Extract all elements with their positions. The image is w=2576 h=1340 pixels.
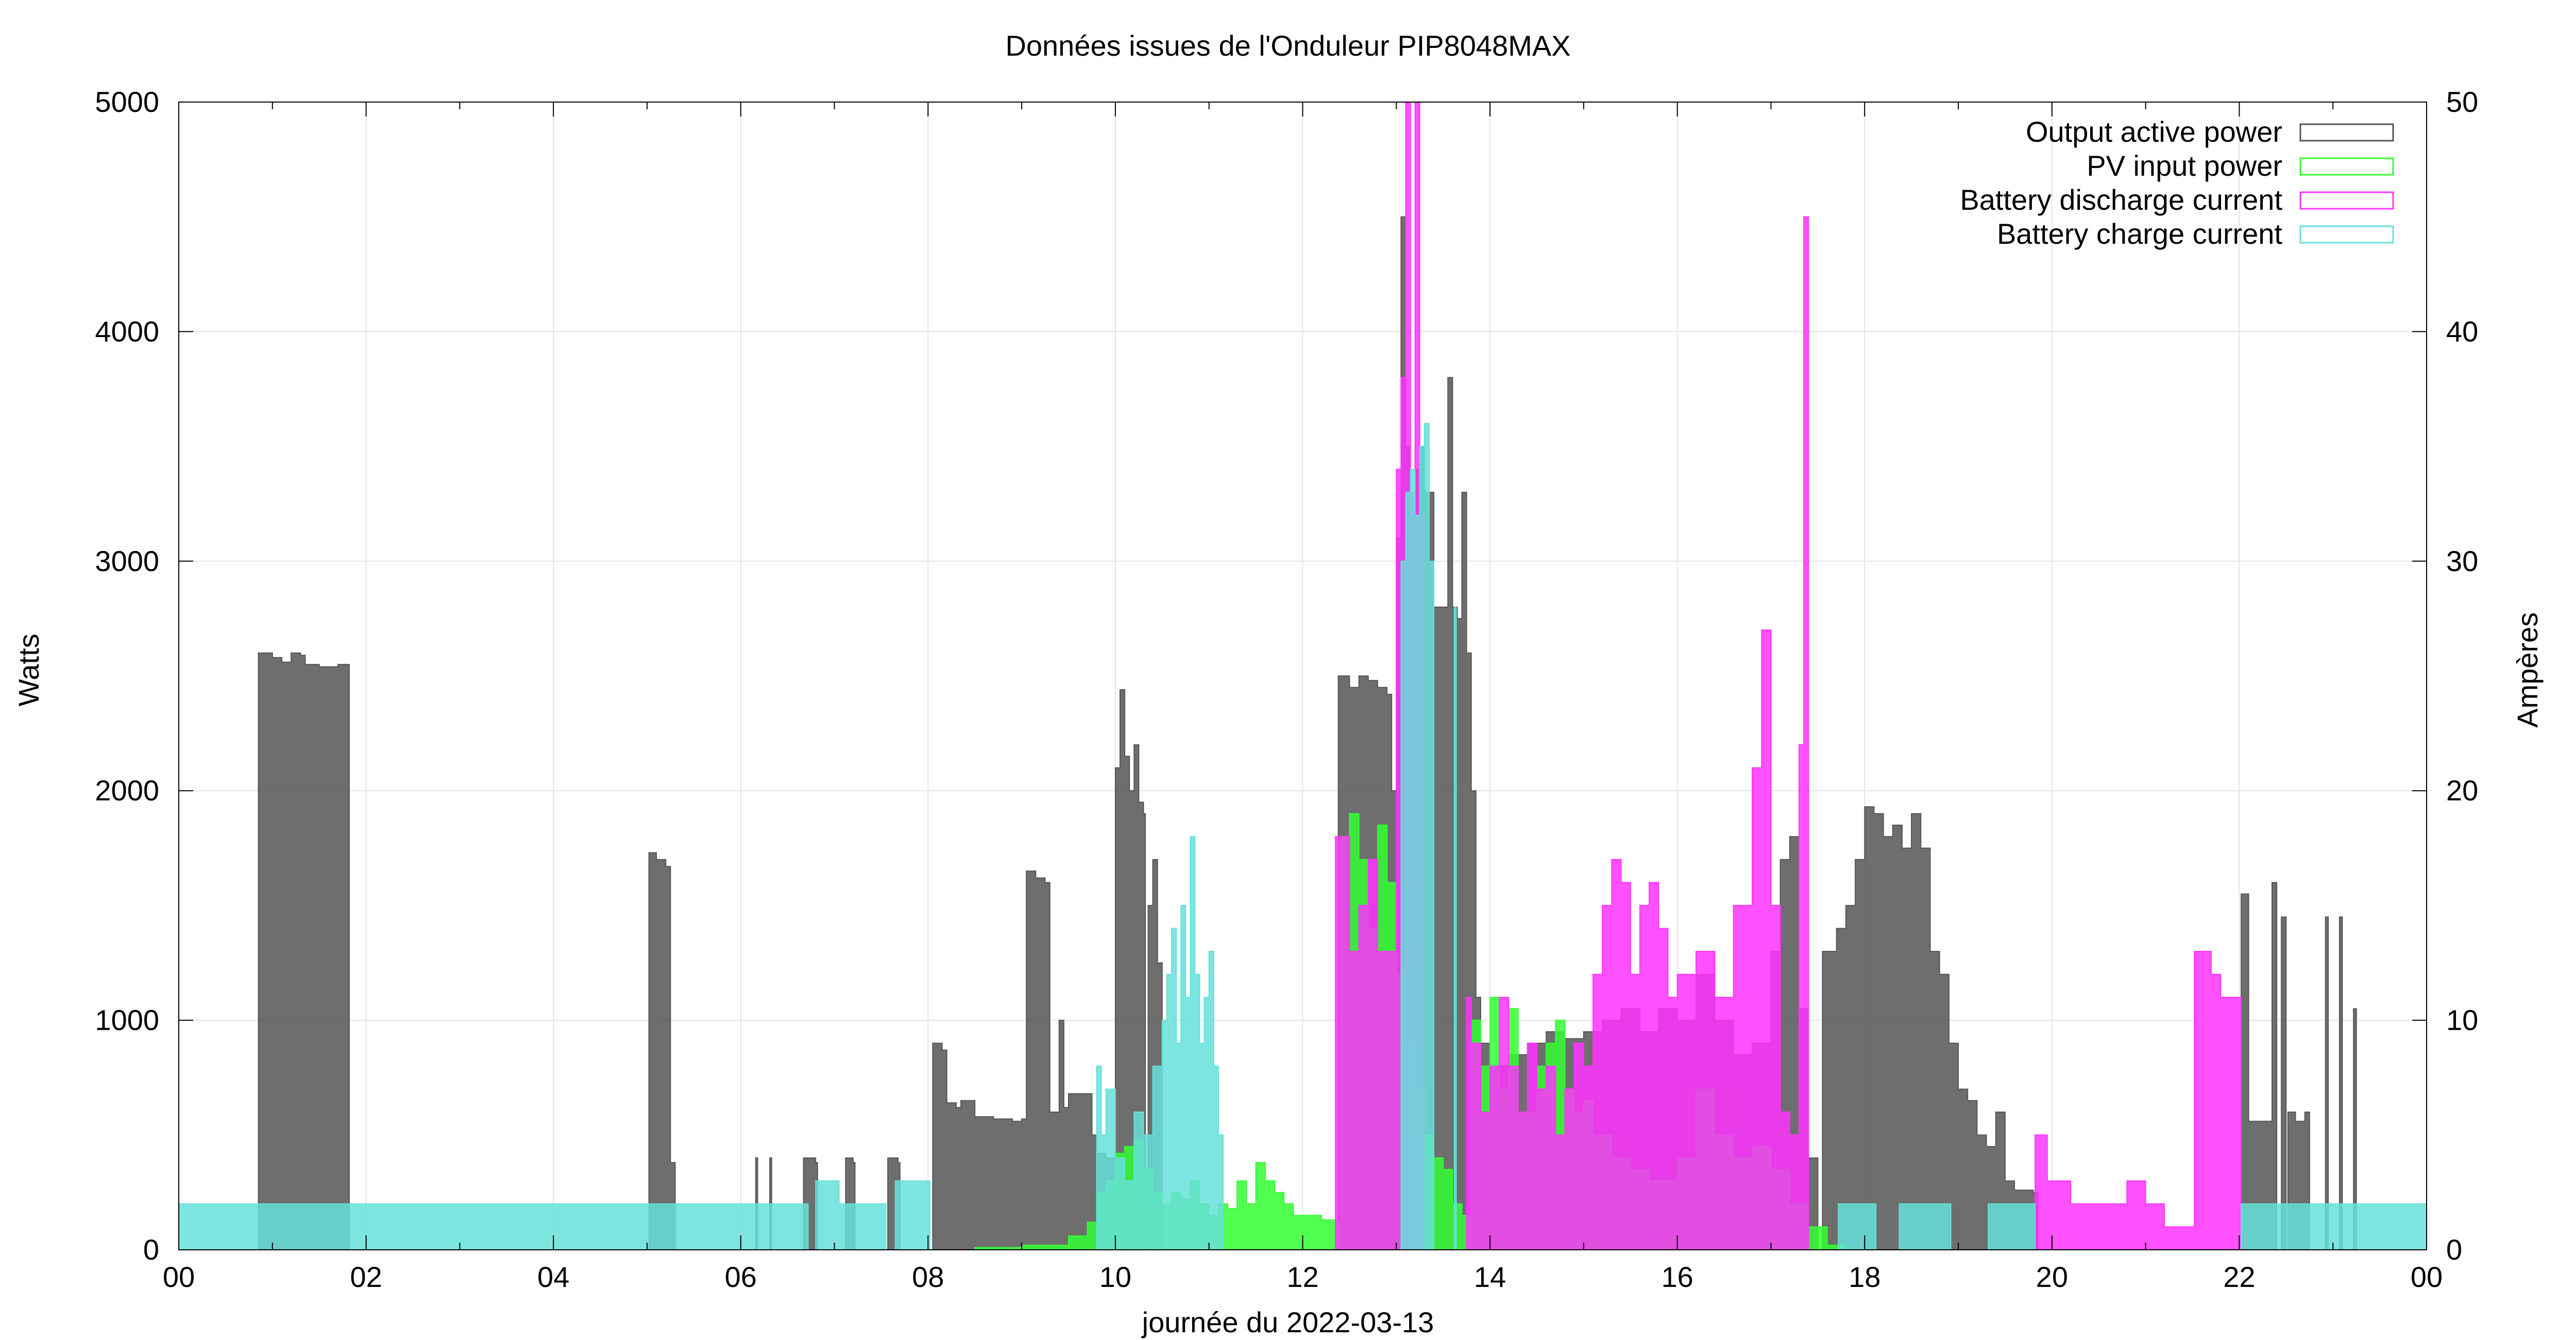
y-tick-label: 4000 — [95, 315, 159, 347]
y2-tick-label: 0 — [2446, 1233, 2462, 1266]
x-tick-label: 02 — [350, 1261, 382, 1293]
y-axis-right: 0 10 20 30 40 50 — [2412, 86, 2478, 1266]
y2-tick-label: 10 — [2446, 1004, 2478, 1036]
x-tick-label: 20 — [2036, 1261, 2068, 1293]
x-tick-label: 12 — [1286, 1261, 1318, 1293]
x-tick-label: 04 — [537, 1261, 569, 1293]
y2-tick-label: 30 — [2446, 545, 2478, 577]
y2-tick-label: 50 — [2446, 86, 2478, 118]
x-tick-label: 22 — [2223, 1261, 2255, 1293]
y2-tick-label: 40 — [2446, 315, 2478, 347]
y2-tick-label: 20 — [2446, 774, 2478, 807]
legend-label: Battery discharge current — [1960, 183, 2282, 216]
y2-axis-label: Ampères — [2511, 612, 2544, 728]
legend-swatch — [2299, 191, 2394, 210]
legend-swatch — [2299, 225, 2394, 244]
x-tick-label: 00 — [163, 1261, 195, 1293]
x-tick-label: 10 — [1099, 1261, 1131, 1293]
x-tick-label: 16 — [1662, 1261, 1693, 1293]
legend-label: Output active power — [2026, 115, 2282, 148]
legend-swatch — [2299, 123, 2394, 142]
x-axis: 00 02 04 06 08 10 12 14 16 18 20 22 00 — [163, 102, 2443, 1293]
x-tick-label: 08 — [912, 1261, 944, 1293]
x-axis-label: journée du 2022-03-13 — [1141, 1306, 1434, 1338]
legend-label: PV input power — [2087, 149, 2282, 182]
legend-label: Battery charge current — [1997, 217, 2282, 250]
y-tick-label: 0 — [143, 1233, 159, 1266]
y-axis-left: 0 1000 2000 3000 4000 5000 — [95, 86, 193, 1266]
y-tick-label: 3000 — [95, 545, 159, 577]
x-tick-label: 18 — [1849, 1261, 1880, 1293]
y-axis-label: Watts — [12, 633, 45, 706]
y-tick-label: 2000 — [95, 774, 159, 807]
x-tick-label: 14 — [1474, 1261, 1506, 1293]
x-tick-label: 06 — [725, 1261, 757, 1293]
y-tick-label: 1000 — [95, 1004, 159, 1036]
series-battery-discharge-current — [179, 102, 2427, 1250]
legend-swatch — [2299, 157, 2394, 176]
y-tick-label: 5000 — [95, 86, 159, 118]
x-tick-label: 00 — [2411, 1261, 2443, 1293]
chart-title: Données issues de l'Onduleur PIP8048MAX — [1005, 29, 1570, 62]
